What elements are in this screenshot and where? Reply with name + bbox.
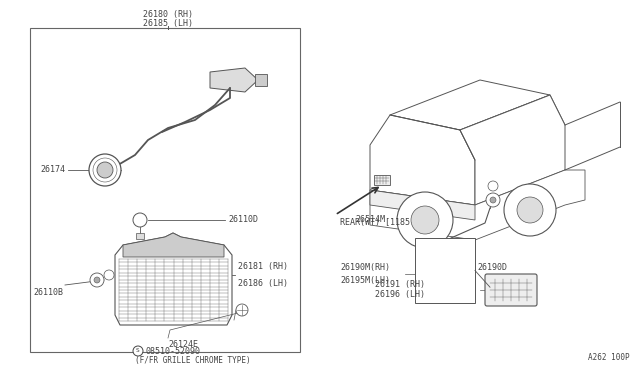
Circle shape	[504, 184, 556, 236]
Polygon shape	[460, 95, 565, 205]
Polygon shape	[370, 115, 475, 205]
Circle shape	[490, 197, 496, 203]
FancyBboxPatch shape	[485, 274, 537, 306]
Circle shape	[517, 197, 543, 223]
Polygon shape	[115, 233, 232, 325]
Text: 26110D: 26110D	[228, 215, 258, 224]
Circle shape	[97, 162, 113, 178]
Text: 26185 (LH): 26185 (LH)	[143, 19, 193, 28]
Circle shape	[94, 277, 100, 283]
Text: 26124E: 26124E	[168, 340, 198, 349]
Text: 26191 (RH): 26191 (RH)	[375, 280, 425, 289]
Circle shape	[89, 154, 121, 186]
Polygon shape	[390, 80, 550, 130]
Text: 26186 (LH): 26186 (LH)	[238, 279, 288, 288]
Text: S: S	[136, 349, 140, 353]
Text: 26110B: 26110B	[33, 288, 63, 297]
Circle shape	[486, 193, 500, 207]
Text: 26195M(LH): 26195M(LH)	[340, 276, 390, 285]
Text: 26190D: 26190D	[477, 263, 507, 272]
Circle shape	[133, 213, 147, 227]
Text: 08510-52090: 08510-52090	[145, 346, 200, 356]
Circle shape	[236, 304, 248, 316]
Bar	[136, 233, 144, 239]
Text: 26174: 26174	[40, 166, 65, 174]
Text: 26514M: 26514M	[355, 215, 385, 224]
Polygon shape	[460, 95, 565, 160]
Text: (F/FR GRILLE CHROME TYPE): (F/FR GRILLE CHROME TYPE)	[135, 356, 251, 366]
Bar	[374, 175, 390, 185]
Text: 26181 (RH): 26181 (RH)	[238, 262, 288, 271]
Circle shape	[90, 273, 104, 287]
Text: 26196 (LH): 26196 (LH)	[375, 290, 425, 299]
Text: REAR(WT) [1185-0889]: REAR(WT) [1185-0889]	[340, 218, 440, 227]
Bar	[255, 74, 267, 86]
Polygon shape	[370, 170, 585, 240]
Circle shape	[411, 206, 439, 234]
Circle shape	[488, 181, 498, 191]
Circle shape	[133, 346, 143, 356]
Polygon shape	[370, 190, 475, 220]
Bar	[415, 238, 475, 303]
Text: 26190M(RH): 26190M(RH)	[340, 263, 390, 272]
Polygon shape	[123, 233, 224, 257]
Text: A262 100P: A262 100P	[588, 353, 630, 362]
Bar	[30, 28, 300, 352]
Text: 26180 (RH): 26180 (RH)	[143, 10, 193, 19]
Polygon shape	[210, 68, 258, 92]
Circle shape	[104, 270, 114, 280]
Circle shape	[397, 192, 453, 248]
